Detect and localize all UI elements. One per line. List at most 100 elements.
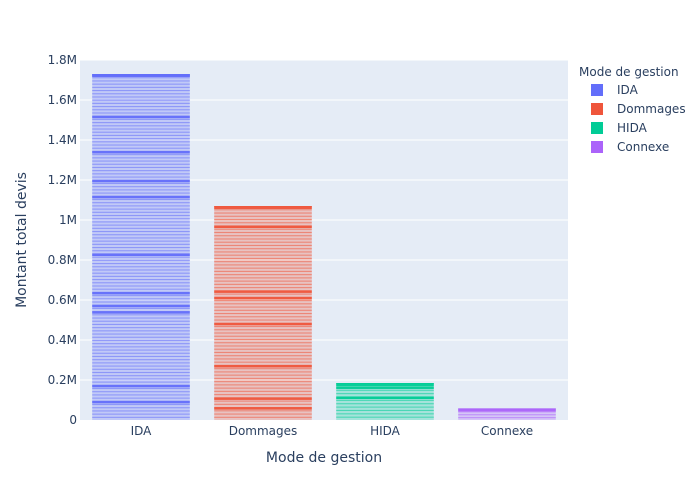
bar-segment [92, 250, 190, 252]
bar-segment [336, 399, 434, 401]
bar-segment [92, 311, 190, 314]
y-tick-label: 1.6M [48, 93, 77, 107]
bar-segment [92, 221, 190, 223]
y-tick-label: 0 [69, 413, 77, 427]
legend-item-dommages[interactable]: Dommages [591, 102, 686, 116]
bar-segment [92, 93, 190, 95]
bar-segment [92, 102, 190, 104]
bar-segment [92, 138, 190, 140]
bar-segment [92, 301, 190, 303]
bar-segment [214, 371, 312, 373]
bar-segment [214, 261, 312, 263]
bar-segment [214, 413, 312, 415]
bar-segment [214, 212, 312, 214]
bar-segment [214, 364, 312, 368]
bar-dommages[interactable] [214, 206, 312, 420]
bar-segment [214, 319, 312, 321]
bar-segment [92, 198, 190, 201]
bar-segment [214, 390, 312, 392]
bar-segment [214, 387, 312, 389]
bar-segment [92, 387, 190, 390]
bar-segment [92, 247, 190, 249]
bar-segment [214, 270, 312, 272]
bar-segment [214, 313, 312, 315]
x-tick-label: Connexe [481, 424, 533, 438]
bar-segment [214, 368, 312, 370]
bar-segment [92, 391, 190, 393]
legend-item-hida[interactable]: HIDA [591, 121, 648, 135]
bar-segment [214, 215, 312, 217]
bar-segment [92, 122, 190, 124]
bar-segment [92, 179, 190, 183]
bar-segment [214, 257, 312, 259]
bar-segment [92, 314, 190, 316]
bar-segment [214, 251, 312, 253]
bar-segment [92, 131, 190, 133]
bar-segment [92, 240, 190, 242]
bar-segment [214, 235, 312, 237]
bar-segment [92, 163, 190, 165]
bar-segment [92, 173, 190, 175]
y-tick-label: 1.2M [48, 173, 77, 187]
bar-segment [92, 266, 190, 268]
y-axis-title: Montant total devis [14, 172, 30, 308]
bar-segment [92, 384, 190, 388]
bar-segment [92, 339, 190, 342]
bar-segment [92, 186, 190, 188]
bar-segment [214, 335, 312, 337]
bar-segment [92, 157, 190, 159]
bar-segment [92, 208, 190, 210]
bar-segment [92, 80, 190, 82]
bar-segment [214, 374, 312, 376]
bar-segment [92, 362, 190, 364]
bar-segment [336, 409, 434, 412]
bar-segment [92, 394, 190, 396]
bar-segment [92, 359, 190, 361]
bar-segment [92, 413, 190, 415]
legend[interactable]: Mode de gestion IDA Dommages HIDA Connexe [579, 65, 686, 154]
legend-label: IDA [617, 83, 639, 97]
y-tick-label: 1.8M [48, 53, 77, 67]
bar-segment [214, 410, 312, 412]
bar-segment [92, 291, 190, 295]
bar-ida[interactable] [92, 74, 190, 420]
bar-segment [336, 386, 434, 389]
bar-segment [92, 118, 190, 120]
bar-segment [214, 351, 312, 354]
bar-segment [92, 202, 190, 204]
bar-segment [92, 371, 190, 374]
bar-segment [92, 279, 190, 281]
bar-segment [214, 384, 312, 386]
bar-segment [214, 248, 312, 250]
bar-segment [214, 222, 312, 224]
x-tick-labels: IDA Dommages HIDA Connexe [131, 424, 534, 438]
bar-segment [214, 225, 312, 229]
bar-segment [92, 397, 190, 399]
y-tick-label: 0.8M [48, 253, 77, 267]
bar-top-edge [458, 408, 556, 412]
bar-hida[interactable] [336, 383, 434, 420]
bar-segment [92, 141, 190, 143]
y-tick-label: 0.4M [48, 333, 77, 347]
bar-segment [92, 125, 190, 127]
bar-segment [92, 112, 190, 114]
y-tick-label: 0.6M [48, 293, 77, 307]
legend-swatch [591, 122, 603, 134]
bar-segment [92, 327, 190, 329]
bar-segment [214, 348, 312, 350]
bar-segment [92, 333, 190, 335]
bar-segment [214, 296, 312, 300]
bar-segment [92, 381, 190, 383]
legend-swatch [591, 141, 603, 153]
bar-segment [92, 147, 190, 149]
bar-segment [214, 283, 312, 285]
bar-segment [214, 209, 312, 211]
bar-segment [214, 241, 312, 243]
legend-item-ida[interactable]: IDA [591, 83, 639, 97]
bar-segment [92, 150, 190, 154]
bar-connexe[interactable] [458, 408, 556, 420]
legend-item-connexe[interactable]: Connexe [591, 140, 669, 154]
bar-segment [214, 355, 312, 357]
bar-segment [214, 306, 312, 308]
